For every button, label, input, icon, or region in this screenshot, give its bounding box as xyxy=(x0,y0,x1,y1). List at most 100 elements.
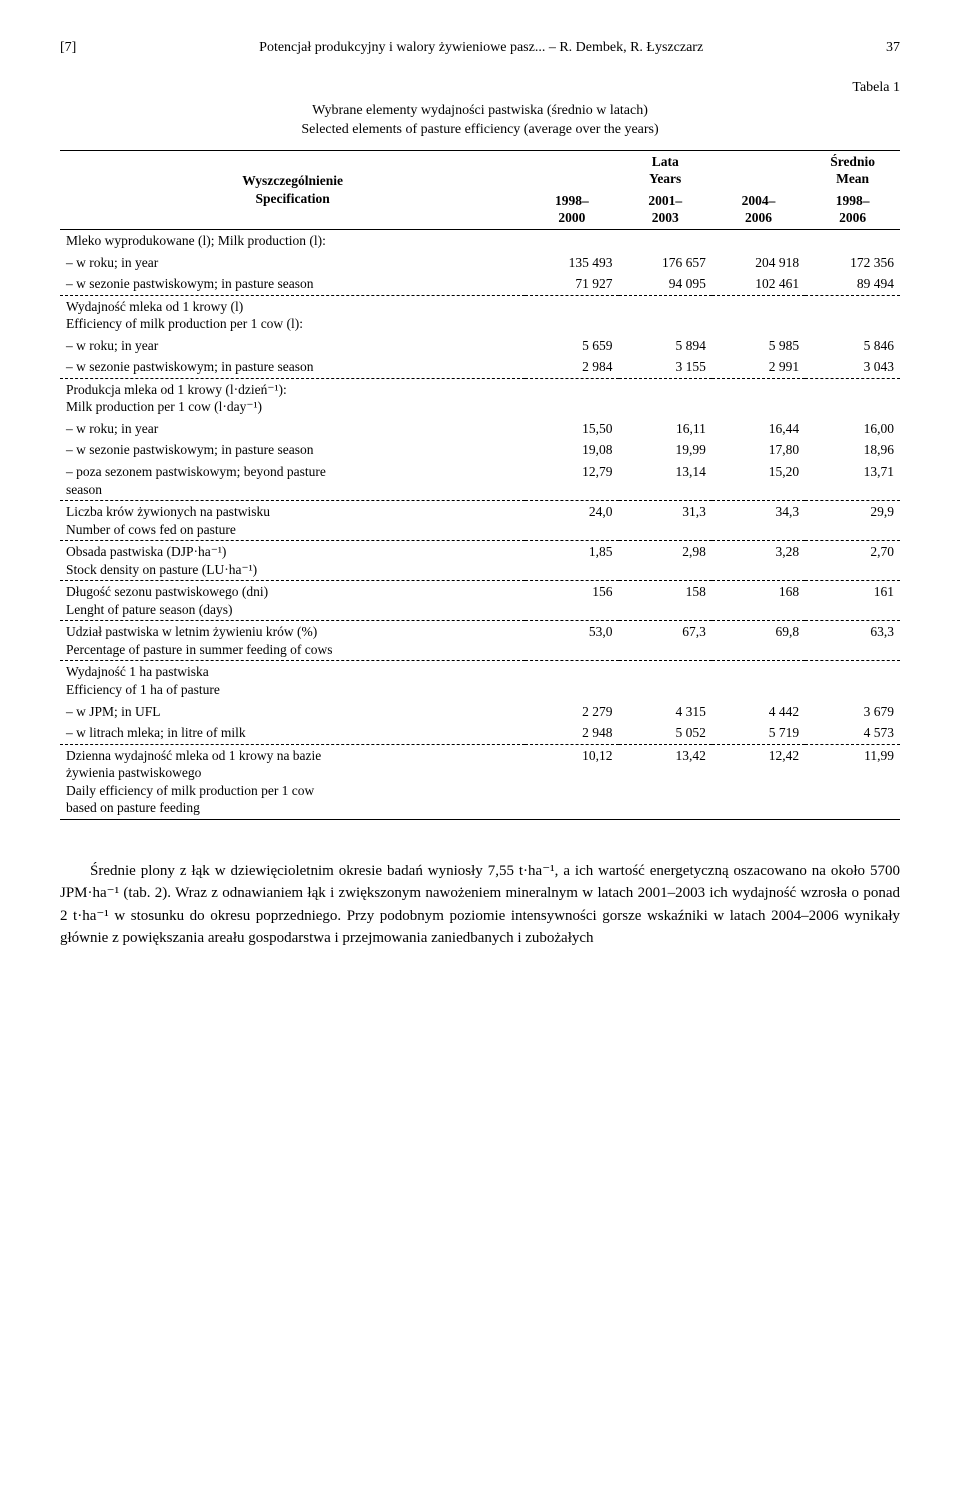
row-label: Udział pastwiska w letnim żywieniu krów … xyxy=(60,621,525,661)
table-row: Mleko wyprodukowane (l); Milk production… xyxy=(60,229,900,251)
table-row: – w sezonie pastwiskowym; in pasture sea… xyxy=(60,439,900,461)
row-label: Wydajność mleka od 1 krowy (l) Efficienc… xyxy=(60,295,525,335)
row-value: 13,14 xyxy=(619,461,712,501)
header-ref: [7] xyxy=(60,40,76,56)
data-table: Wyszczególnienie Specification Lata Year… xyxy=(60,150,900,820)
spec-en: Specification xyxy=(255,191,329,206)
row-label: Wydajność 1 ha pastwiska Efficiency of 1… xyxy=(60,661,525,701)
mean-en: Mean xyxy=(836,171,869,186)
row-value: 15,20 xyxy=(712,461,805,501)
row-value xyxy=(619,378,712,418)
table-row: Wydajność 1 ha pastwiska Efficiency of 1… xyxy=(60,661,900,701)
header-title: Potencjał produkcyjny i walory żywieniow… xyxy=(259,40,703,56)
row-value xyxy=(712,229,805,251)
row-value: 2,70 xyxy=(805,541,900,581)
lata-label: Lata xyxy=(652,154,679,169)
row-value: 102 461 xyxy=(712,273,805,295)
row-label: Mleko wyprodukowane (l); Milk production… xyxy=(60,229,525,251)
row-label: – w litrach mleka; in litre of milk xyxy=(60,722,525,744)
row-label: – w sezonie pastwiskowym; in pasture sea… xyxy=(60,439,525,461)
row-value xyxy=(712,295,805,335)
row-label: – w roku; in year xyxy=(60,252,525,274)
table-row: Obsada pastwiska (DJP·ha⁻¹) Stock densit… xyxy=(60,541,900,581)
row-label: – poza sezonem pastwiskowym; beyond past… xyxy=(60,461,525,501)
spec-pl: Wyszczególnienie xyxy=(242,173,343,188)
row-value: 2 279 xyxy=(525,701,618,723)
row-value: 71 927 xyxy=(525,273,618,295)
row-value: 3 679 xyxy=(805,701,900,723)
row-value xyxy=(619,661,712,701)
row-value xyxy=(525,229,618,251)
row-value: 4 315 xyxy=(619,701,712,723)
row-value: 5 846 xyxy=(805,335,900,357)
table-row: – w litrach mleka; in litre of milk2 948… xyxy=(60,722,900,744)
row-label: – w JPM; in UFL xyxy=(60,701,525,723)
row-value: 5 719 xyxy=(712,722,805,744)
row-value: 12,42 xyxy=(712,744,805,819)
table-row: – w roku; in year15,5016,1116,4416,00 xyxy=(60,418,900,440)
row-value: 67,3 xyxy=(619,621,712,661)
row-value: 69,8 xyxy=(712,621,805,661)
row-value: 16,44 xyxy=(712,418,805,440)
table-label: Tabela 1 xyxy=(60,80,900,96)
row-value: 29,9 xyxy=(805,501,900,541)
row-value xyxy=(525,378,618,418)
period-1: 2001– 2003 xyxy=(619,190,712,230)
row-value: 12,79 xyxy=(525,461,618,501)
body-paragraph: Średnie plony z łąk w dziewięcioletnim o… xyxy=(60,860,900,950)
row-label: – w sezonie pastwiskowym; in pasture sea… xyxy=(60,273,525,295)
row-label: Długość sezonu pastwiskowego (dni) Lengh… xyxy=(60,581,525,621)
row-value xyxy=(712,378,805,418)
row-value: 16,00 xyxy=(805,418,900,440)
table-row: Wydajność mleka od 1 krowy (l) Efficienc… xyxy=(60,295,900,335)
row-value: 3,28 xyxy=(712,541,805,581)
row-value: 4 573 xyxy=(805,722,900,744)
row-value: 5 052 xyxy=(619,722,712,744)
table-row: – w JPM; in UFL2 2794 3154 4423 679 xyxy=(60,701,900,723)
row-value xyxy=(619,229,712,251)
row-value xyxy=(712,661,805,701)
row-value: 135 493 xyxy=(525,252,618,274)
row-label: – w roku; in year xyxy=(60,335,525,357)
row-value: 19,99 xyxy=(619,439,712,461)
row-value: 34,3 xyxy=(712,501,805,541)
row-value xyxy=(525,661,618,701)
row-value: 2 948 xyxy=(525,722,618,744)
table-row: – w sezonie pastwiskowym; in pasture sea… xyxy=(60,273,900,295)
row-value: 176 657 xyxy=(619,252,712,274)
col-lata: Lata Years xyxy=(525,150,805,190)
table-row: – w sezonie pastwiskowym; in pasture sea… xyxy=(60,356,900,378)
row-value xyxy=(805,378,900,418)
table-row: – poza sezonem pastwiskowym; beyond past… xyxy=(60,461,900,501)
row-value: 1,85 xyxy=(525,541,618,581)
row-value: 4 442 xyxy=(712,701,805,723)
row-value: 63,3 xyxy=(805,621,900,661)
row-value: 13,71 xyxy=(805,461,900,501)
row-value: 204 918 xyxy=(712,252,805,274)
row-value: 158 xyxy=(619,581,712,621)
row-label: Liczba krów żywionych na pastwisku Numbe… xyxy=(60,501,525,541)
row-value: 89 494 xyxy=(805,273,900,295)
row-value: 5 985 xyxy=(712,335,805,357)
row-value: 156 xyxy=(525,581,618,621)
table-row: – w roku; in year5 6595 8945 9855 846 xyxy=(60,335,900,357)
header-page: 37 xyxy=(886,40,900,56)
col-mean: Średnio Mean xyxy=(805,150,900,190)
page-header: [7] Potencjał produkcyjny i walory żywie… xyxy=(60,40,900,56)
row-value: 24,0 xyxy=(525,501,618,541)
row-value: 161 xyxy=(805,581,900,621)
table-caption: Wybrane elementy wydajności pastwiska (ś… xyxy=(60,102,900,140)
row-value: 18,96 xyxy=(805,439,900,461)
row-value: 15,50 xyxy=(525,418,618,440)
row-value: 2 984 xyxy=(525,356,618,378)
period-2: 2004– 2006 xyxy=(712,190,805,230)
table-row: – w roku; in year135 493176 657204 91817… xyxy=(60,252,900,274)
row-value: 2 991 xyxy=(712,356,805,378)
row-value: 5 659 xyxy=(525,335,618,357)
table-row: Liczba krów żywionych na pastwisku Numbe… xyxy=(60,501,900,541)
row-value xyxy=(619,295,712,335)
row-value: 3 155 xyxy=(619,356,712,378)
row-value: 2,98 xyxy=(619,541,712,581)
period-3: 1998– 2006 xyxy=(805,190,900,230)
row-value: 168 xyxy=(712,581,805,621)
